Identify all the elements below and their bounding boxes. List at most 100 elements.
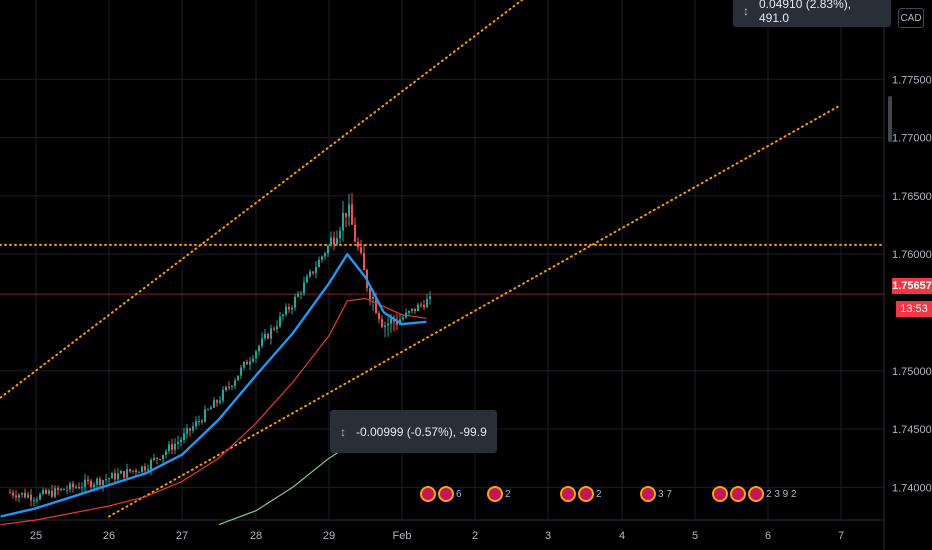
candle-body (348, 205, 350, 217)
measure-bottom-text: -0.00999 (-0.57%), -99.9 (356, 425, 487, 439)
candle-body (18, 495, 20, 498)
price-tick-label: 1.75000 (892, 366, 932, 378)
flag-icon (640, 486, 656, 502)
event-marker[interactable]: 3 7 (640, 486, 672, 502)
candle-body (312, 271, 314, 273)
time-tick-label: 25 (30, 530, 42, 542)
time-tick-label: Feb (393, 530, 412, 542)
candle-body (60, 489, 62, 490)
candle-body (408, 311, 410, 313)
candle-body (192, 426, 194, 430)
candle-body (42, 490, 44, 494)
candle-body (207, 409, 209, 410)
candle-body (363, 253, 365, 270)
candle-body (381, 319, 383, 327)
candle-body (87, 480, 89, 481)
candle-body (84, 480, 86, 488)
candle-body (204, 409, 206, 421)
candle-body (357, 242, 359, 248)
candle-body (387, 324, 389, 326)
candle-body (297, 293, 299, 297)
candle-body (201, 421, 203, 422)
candle-body (93, 485, 95, 488)
candle-body (177, 442, 179, 444)
candle-body (420, 305, 422, 306)
currency-button[interactable]: CAD (898, 8, 924, 28)
flag-icon (578, 486, 594, 502)
candle-body (138, 472, 140, 473)
event-marker[interactable]: 2 (560, 486, 602, 502)
flag-icon (438, 486, 454, 502)
candle-body (342, 213, 344, 231)
candle-body (306, 277, 308, 283)
candle-body (264, 334, 266, 338)
candle-body (66, 490, 68, 491)
candle-body (174, 444, 176, 450)
candle-body (288, 307, 290, 309)
candle-body (273, 328, 275, 329)
candle-body (390, 318, 392, 323)
candle-body (351, 205, 353, 225)
candle-body (54, 488, 56, 497)
event-count: 3 7 (658, 489, 672, 500)
event-marker[interactable]: 6 (420, 486, 462, 502)
candle-body (39, 494, 41, 499)
candle-body (255, 351, 257, 358)
candle-body (141, 466, 143, 472)
candle-body (213, 400, 215, 407)
measure-tooltip-bottom: ↕ -0.00999 (-0.57%), -99.9 (330, 410, 497, 453)
event-count: 2 3 9 2 (766, 489, 797, 500)
candle-body (198, 421, 200, 422)
candle-body (225, 387, 227, 390)
last-price-label: 1.75657 (892, 280, 932, 292)
candle-body (294, 297, 296, 308)
candle-body (123, 471, 125, 477)
candle-body (303, 282, 305, 293)
price-scale-handle[interactable] (888, 96, 892, 142)
event-marker[interactable]: 2 3 9 2 (712, 486, 797, 502)
candle-body (267, 334, 269, 339)
candle-body (330, 238, 332, 246)
candle-body (195, 421, 197, 426)
candle-body (90, 481, 92, 487)
candle-body (339, 230, 341, 238)
candle-body (240, 368, 242, 376)
candle-body (231, 386, 233, 387)
price-tick-label: 1.76000 (892, 249, 932, 261)
candle-body (129, 469, 131, 471)
candle-body (279, 316, 281, 326)
candle-body (21, 493, 23, 495)
countdown-label: 13:53 (900, 303, 928, 315)
candle-body (243, 362, 245, 368)
candle-body (69, 484, 71, 490)
candle-body (75, 487, 77, 488)
candle-body (270, 328, 272, 338)
last-price-tag: 1.75657 (892, 278, 932, 294)
candle-body (189, 428, 191, 430)
candle-body (135, 470, 137, 472)
candle-body (285, 307, 287, 315)
currency-label: CAD (900, 13, 921, 24)
candle-body (111, 473, 113, 478)
candle-body (132, 470, 134, 471)
measure-tooltip-top: ↕ 0.04910 (2.83%), 491.0 (733, 0, 891, 27)
candle-body (168, 444, 170, 451)
candle-body (252, 358, 254, 361)
candle-body (45, 490, 47, 494)
candle-body (57, 488, 59, 490)
candle-body (261, 338, 263, 346)
candle-body (114, 473, 116, 479)
candle-body (30, 495, 32, 500)
candle-body (162, 455, 164, 459)
measure-icon: ↕ (743, 4, 749, 18)
event-marker[interactable]: 2 (487, 486, 511, 502)
candle-body (15, 495, 17, 497)
candle-body (48, 491, 50, 494)
candle-body (96, 479, 98, 485)
candle-body (321, 256, 323, 259)
candle-body (102, 480, 104, 485)
candle-body (126, 469, 128, 477)
price-tick-label: 1.74000 (892, 482, 932, 494)
